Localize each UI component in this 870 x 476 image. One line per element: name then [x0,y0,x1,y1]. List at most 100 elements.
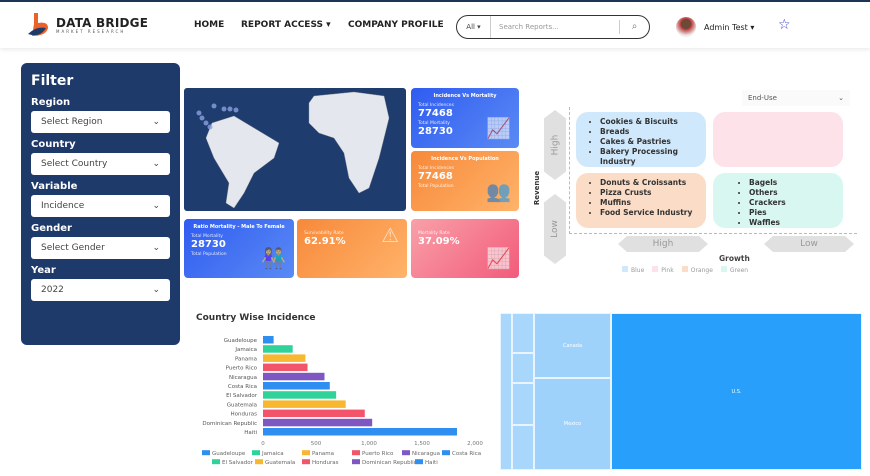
quadrant-legend: Blue Pink Orange Green [622,266,748,274]
quadrant-item: Breads [600,127,696,137]
legend-label: Guatemala [265,460,295,466]
card-value: 37.09% [418,236,460,247]
search-icon[interactable]: ⌕ [619,20,649,34]
brand-name: DATA BRIDGE [56,15,149,30]
avatar [676,17,696,37]
gender-value: Select Gender [41,243,105,253]
y-tick-label: Nicaragua [229,375,257,381]
bar[interactable] [263,428,457,436]
treemap-cell-canada[interactable]: Canada [534,313,611,378]
country-select[interactable]: Select Country ⌄ [31,153,170,175]
y-tick-label: Dominican Republic [202,421,257,427]
y-tick-label: Guatemala [227,402,257,408]
variable-select[interactable]: Incidence ⌄ [31,195,170,217]
y-axis-title: Revenue [533,170,542,206]
quadrant-orange: Donuts & CroissantsPizza CrustsMuffinsFo… [576,173,706,228]
quadrant-item: Others [749,188,833,198]
legend-swatch[interactable] [255,459,263,465]
couple-icon: 👫 [261,246,286,270]
quadrant-item: Donuts & Croissants [600,178,696,188]
survivability-card[interactable]: Survivability Rate 62.91% ⚠ [297,219,407,278]
legend-item[interactable]: Orange [682,266,713,274]
quadrant-item: Food Service Industry [600,208,696,218]
star-icon[interactable]: ☆ [778,17,791,33]
legend-label: Haiti [425,460,438,466]
end-use-dropdown[interactable]: End-Use ⌄ [742,90,850,106]
nav-home[interactable]: HOME [194,20,225,30]
map-shapes [196,91,390,209]
year-value: 2022 [41,285,64,295]
legend-swatch[interactable] [352,450,360,456]
legend-label: Costa Rica [452,451,481,457]
user-menu[interactable]: Admin Test ▾ [676,17,754,37]
legend-swatch[interactable] [402,450,410,456]
gender-select[interactable]: Select Gender ⌄ [31,237,170,259]
header: DATA BRIDGE MARKET RESEARCH HOME REPORT A… [0,2,870,48]
treemap-cell[interactable] [500,313,512,470]
bar[interactable] [263,372,325,381]
legend-swatch[interactable] [212,459,220,465]
y-tick-label: Haiti [244,430,257,436]
nav-report-access[interactable]: REPORT ACCESS ▾ [241,20,331,30]
quadrant-item: Pies [749,208,833,218]
quadrant-item: Bakery Processing Industry [600,147,696,167]
chevron-down-icon: ⌄ [152,201,160,211]
quadrant-pink [713,112,843,167]
legend-swatch[interactable] [302,459,310,465]
bar[interactable] [263,382,330,390]
world-map[interactable] [184,88,406,211]
bar[interactable] [263,336,274,344]
bar[interactable] [263,345,293,353]
bar[interactable] [263,363,308,372]
bar[interactable] [263,400,346,408]
bar-chart: Guadeloupe Jamaica Panama Puerto Rico Nicara… [202,336,483,466]
legend-label: Honduras [312,460,339,466]
country-value: Select Country [41,159,108,169]
bar[interactable] [263,418,373,427]
treemap-cell[interactable] [512,353,534,383]
x-high-label: High [618,236,708,252]
card-label: Total Incidences [418,166,454,171]
legend-swatch[interactable] [442,450,450,456]
region-select[interactable]: Select Region ⌄ [31,111,170,133]
legend-label: Panama [312,451,334,457]
x-tick-label: 0 [261,441,265,447]
treemap-cell[interactable] [512,313,534,353]
nav-company-profile[interactable]: COMPANY PROFILE [348,20,444,30]
card-title: Incidence Vs Population [431,156,499,162]
bar[interactable] [263,391,337,399]
legend-item[interactable]: Pink [652,266,673,274]
growth-chart-icon: 📈 [486,116,511,140]
search-input[interactable]: Search Reports... [499,23,559,31]
top-border [0,0,870,2]
x-tick-label: 1,000 [361,441,377,447]
legend-swatch[interactable] [252,450,260,456]
treemap-cell[interactable] [512,425,534,470]
incidence-vs-population-card[interactable]: Incidence Vs Population Total Incidences… [411,151,519,211]
mortality-rate-card[interactable]: Mortality Rate 37.09% 📈 [411,219,519,278]
legend-label: Jamaica [261,451,284,457]
legend-item[interactable]: Green [721,266,748,274]
legend-swatch[interactable] [352,459,360,465]
card-value: 28730 [418,126,453,137]
treemap-cell-us[interactable]: U.S. [611,313,862,470]
y-tick-label: Guadeloupe [224,338,258,344]
bar[interactable] [263,409,365,418]
x-tick-label: 1,500 [414,441,430,447]
legend-swatch[interactable] [202,450,210,456]
ratio-mortality-card[interactable]: Ratio Mortality - Male To Female Total M… [184,219,294,278]
y-tick-label: Puerto Rico [226,366,258,372]
search-scope-select[interactable]: All ▾ [457,16,491,38]
treemap-cell-mexico[interactable]: Mexico [534,378,611,470]
year-select[interactable]: 2022 ⌄ [31,279,170,301]
treemap-cell[interactable] [512,383,534,425]
logo[interactable]: DATA BRIDGE MARKET RESEARCH [26,12,148,38]
legend-item[interactable]: Blue [622,266,644,274]
legend-swatch[interactable] [415,459,423,465]
year-label: Year [31,265,56,276]
bar[interactable] [263,354,306,362]
quadrant-item: Waffles [749,218,833,228]
y-tick-label: Panama [235,356,257,362]
legend-swatch[interactable] [302,450,310,456]
incidence-vs-mortality-card[interactable]: Incidence Vs Mortality Total Incidences … [411,88,519,148]
